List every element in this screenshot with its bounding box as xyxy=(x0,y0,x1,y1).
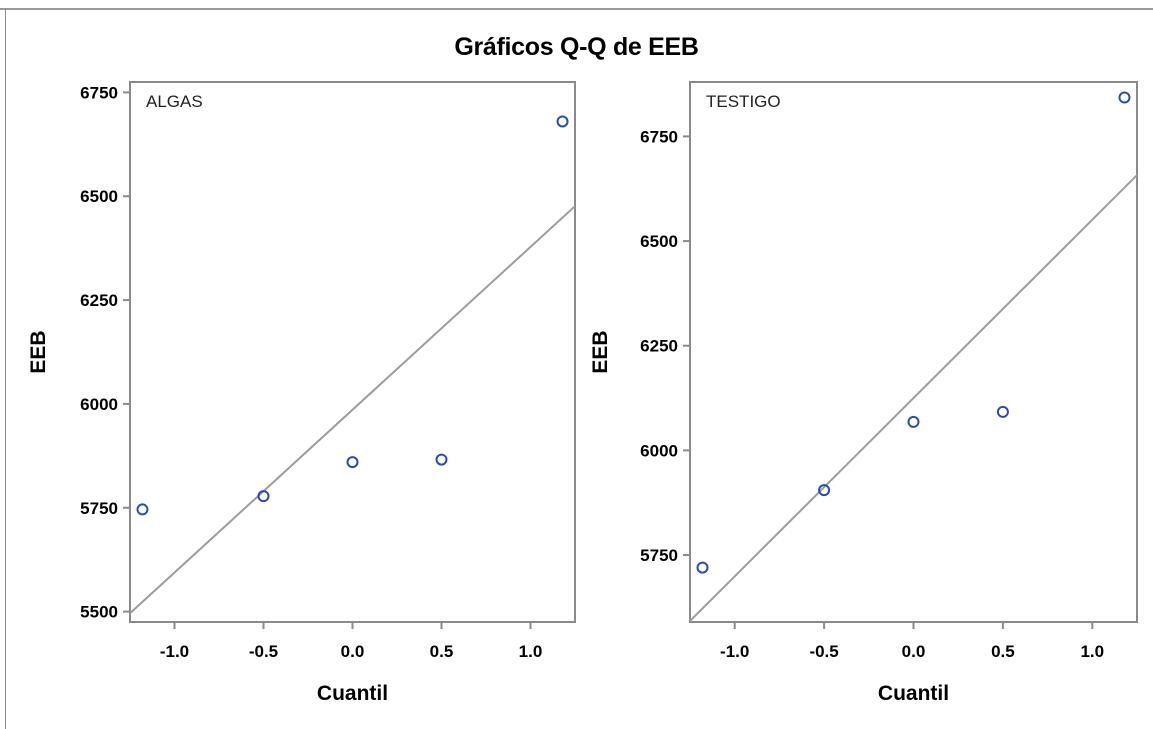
plot-area-frame xyxy=(129,81,576,623)
data-point xyxy=(1118,91,1131,104)
data-point xyxy=(136,503,149,516)
y-tick-label: 6000 xyxy=(640,441,678,460)
data-point xyxy=(346,456,359,469)
plot-area-frame xyxy=(689,81,1138,623)
x-tick-label: 0.5 xyxy=(991,642,1015,661)
y-tick-label: 6250 xyxy=(80,291,118,310)
reference-line xyxy=(130,204,575,615)
panel-label-algas: ALGAS xyxy=(146,92,203,111)
x-tick-label: -1.0 xyxy=(160,642,189,661)
y-tick-label: 6500 xyxy=(80,187,118,206)
panel-algas: -1.0 -0.5 0.0 0.5 1.0 5500 5750 6000 6250 6500 675… xyxy=(27,81,576,705)
y-axis-label: EEB xyxy=(27,330,50,373)
x-tick-label: -1.0 xyxy=(720,642,749,661)
x-tick-label: 0.0 xyxy=(902,642,926,661)
y-tick-label: 5750 xyxy=(80,499,118,518)
y-tick-label: 6250 xyxy=(640,337,678,356)
x-axis-label: Cuantil xyxy=(878,682,949,705)
x-tick-label: -0.5 xyxy=(809,642,838,661)
x-tick-label: 0.0 xyxy=(341,642,365,661)
panel-testigo: -1.0 -0.5 0.0 0.5 1.0 5750 6000 6250 6500 6750 Cua… xyxy=(589,81,1138,705)
x-tick-label: 0.5 xyxy=(430,642,454,661)
y-tick-label: 5750 xyxy=(640,546,678,565)
y-tick-label: 6750 xyxy=(640,127,678,146)
x-tick-label: -0.5 xyxy=(249,642,278,661)
figure-title: Gráficos Q-Q de EEB xyxy=(454,33,699,61)
data-point xyxy=(435,453,448,466)
panel-label-testigo: TESTIGO xyxy=(706,92,781,111)
x-tick-label: 1.0 xyxy=(519,642,543,661)
y-axis-label: EEB xyxy=(589,330,612,373)
window-left-border xyxy=(5,8,6,729)
y-tick-label: 6000 xyxy=(80,395,118,414)
reference-line xyxy=(690,173,1137,622)
x-axis-label: Cuantil xyxy=(317,682,388,705)
data-point xyxy=(257,490,270,503)
data-point xyxy=(818,484,831,497)
data-point xyxy=(996,405,1009,418)
data-point xyxy=(696,561,709,574)
y-tick-label: 6500 xyxy=(640,232,678,251)
window-top-border xyxy=(0,0,1153,10)
data-point xyxy=(907,415,920,428)
y-tick-label: 6750 xyxy=(80,83,118,102)
data-point xyxy=(556,115,569,128)
y-tick-label: 5500 xyxy=(80,603,118,622)
x-tick-label: 1.0 xyxy=(1080,642,1104,661)
